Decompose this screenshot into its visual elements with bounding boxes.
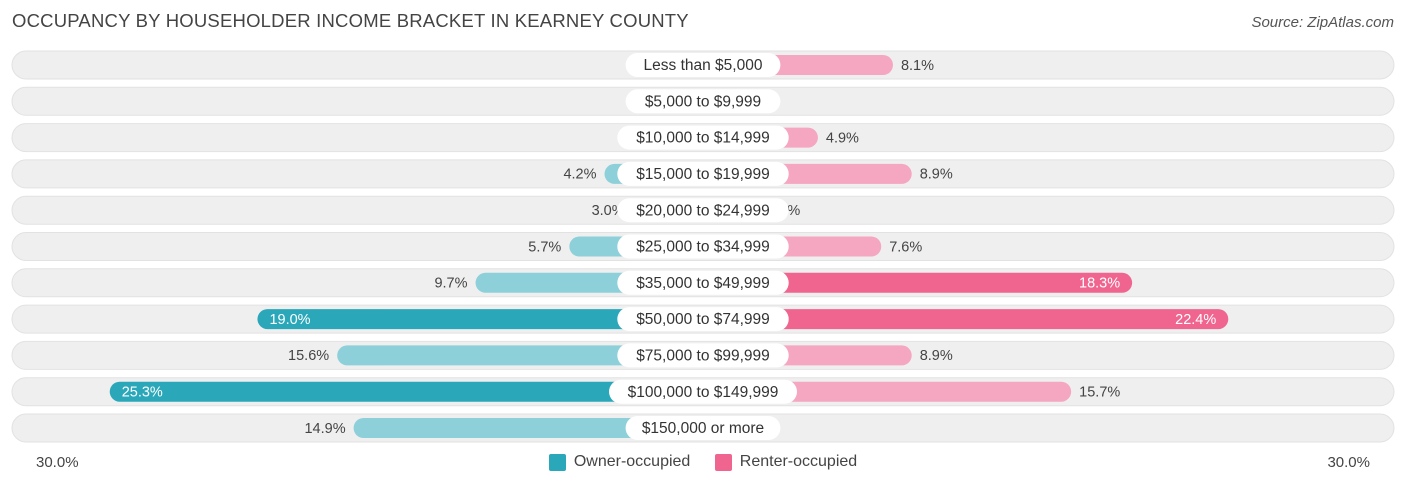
- category-pill: [617, 234, 789, 259]
- category-label: $5,000 to $9,999: [645, 93, 761, 110]
- owner-value-label: 25.3%: [122, 385, 163, 401]
- category-pill: [625, 89, 781, 114]
- owner-bar: [353, 418, 703, 438]
- category-pill: [609, 379, 797, 404]
- category-pill: [617, 125, 789, 150]
- category-label: $50,000 to $74,999: [636, 311, 770, 328]
- owner-value-label: 3.0%: [592, 203, 625, 219]
- renter-swatch: [714, 453, 732, 471]
- category-pill: [625, 416, 781, 440]
- category-label: $150,000 or more: [642, 420, 764, 437]
- category-label: Less than $5,000: [644, 57, 763, 74]
- owner-value-label: 5.7%: [528, 239, 561, 255]
- renter-value-label: 4.9%: [826, 130, 859, 146]
- owner-bar: [109, 381, 704, 402]
- category-label: $25,000 to $34,999: [636, 239, 770, 256]
- legend: Owner-occupied Renter-occupied: [0, 453, 1406, 476]
- owner-value-label: 19.0%: [269, 312, 310, 328]
- owner-value-label: 15.6%: [288, 348, 329, 364]
- category-pill: [617, 198, 789, 223]
- source-note: Source: ZipAtlas.com: [1251, 14, 1394, 31]
- axis-left-label: 30.0%: [36, 454, 79, 471]
- category-pill: [625, 53, 781, 77]
- chart-title: OCCUPANCY BY HOUSEHOLDER INCOME BRACKET …: [12, 10, 689, 31]
- renter-bar: [703, 309, 1229, 330]
- renter-value-label: 7.6%: [889, 239, 922, 255]
- category-pill: [617, 161, 789, 186]
- axis-right-label: 30.0%: [1327, 454, 1370, 471]
- owner-bar: [337, 345, 703, 366]
- category-label: $10,000 to $14,999: [636, 130, 770, 147]
- category-label: $100,000 to $149,999: [628, 384, 779, 401]
- category-pill: [617, 343, 789, 368]
- category-pill: [617, 307, 789, 332]
- category-label: $35,000 to $49,999: [636, 275, 770, 292]
- owner-bar: [257, 309, 703, 330]
- legend-item-renter[interactable]: Renter-occupied: [714, 453, 858, 471]
- renter-value-label: 8.9%: [920, 348, 953, 364]
- category-label: $20,000 to $24,999: [636, 202, 770, 219]
- legend-item-owner[interactable]: Owner-occupied: [548, 453, 691, 471]
- renter-bar: [703, 272, 1133, 293]
- owner-value-label: 4.2%: [563, 167, 596, 183]
- category-pill: [617, 270, 789, 295]
- renter-value-label: 15.7%: [1079, 385, 1120, 401]
- renter-value-label: 8.9%: [920, 167, 953, 183]
- legend-renter-label: Renter-occupied: [739, 453, 858, 470]
- owner-swatch: [548, 453, 566, 471]
- owner-value-label: 9.7%: [434, 276, 467, 292]
- category-label: $75,000 to $99,999: [636, 347, 770, 364]
- renter-value-label: 22.4%: [1175, 312, 1216, 328]
- category-label: $15,000 to $19,999: [636, 166, 770, 183]
- renter-value-label: 8.1%: [901, 58, 934, 74]
- chart-svg: 0.87%8.1%Less than $5,0000.34%1.3%$5,000…: [11, 50, 1395, 443]
- owner-value-label: 14.9%: [304, 421, 345, 437]
- legend-owner-label: Owner-occupied: [573, 453, 691, 470]
- renter-value-label: 18.3%: [1079, 276, 1120, 292]
